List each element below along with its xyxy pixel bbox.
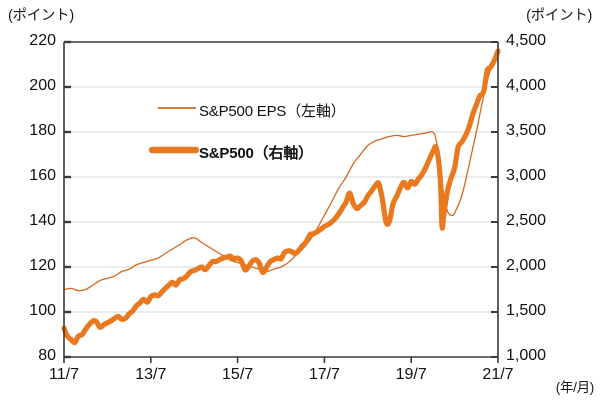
legend-swatches (148, 107, 200, 154)
gridlines (64, 41, 498, 313)
right-tick-label: 3,000 (506, 167, 547, 184)
left-tick-label: 100 (29, 302, 56, 319)
x-axis-unit-label: (年/月) (555, 380, 595, 395)
right-tick-label: 4,500 (506, 32, 547, 49)
right-tick-label: 2,500 (506, 212, 547, 229)
x-tick-label: 17/7 (308, 366, 340, 383)
left-tick-label: 180 (29, 122, 56, 139)
x-tick-label: 13/7 (135, 366, 167, 383)
data-series-layer (61, 48, 501, 346)
left-tick-label: 200 (29, 77, 56, 94)
x-tick-label: 19/7 (395, 366, 427, 383)
series-line-spx (61, 48, 501, 346)
x-tick-label: 21/7 (482, 366, 514, 383)
legend-item-label-spx: S&P500（右軸） (199, 145, 313, 162)
left-tick-label: 80 (38, 347, 56, 364)
left-tick-label: 220 (29, 32, 56, 49)
right-tick-label: 1,500 (506, 302, 547, 319)
axis-tick-marks (63, 40, 499, 363)
left-tick-label: 160 (29, 167, 56, 184)
right-axis-unit-label: (ポイント) (526, 8, 592, 24)
left-tick-label: 140 (29, 212, 56, 229)
right-tick-label: 2,000 (506, 257, 547, 274)
right-tick-label: 4,000 (506, 77, 547, 94)
axis-frame (63, 41, 499, 358)
x-tick-label: 11/7 (49, 366, 79, 383)
right-tick-label: 3,500 (506, 122, 547, 139)
x-tick-label: 15/7 (222, 366, 254, 383)
left-axis-unit-label: (ポイント) (8, 8, 74, 24)
right-tick-label: 1,000 (506, 347, 547, 364)
left-tick-label: 120 (29, 257, 56, 274)
legend-item-label-eps: S&P500 EPS（左軸） (199, 103, 346, 120)
